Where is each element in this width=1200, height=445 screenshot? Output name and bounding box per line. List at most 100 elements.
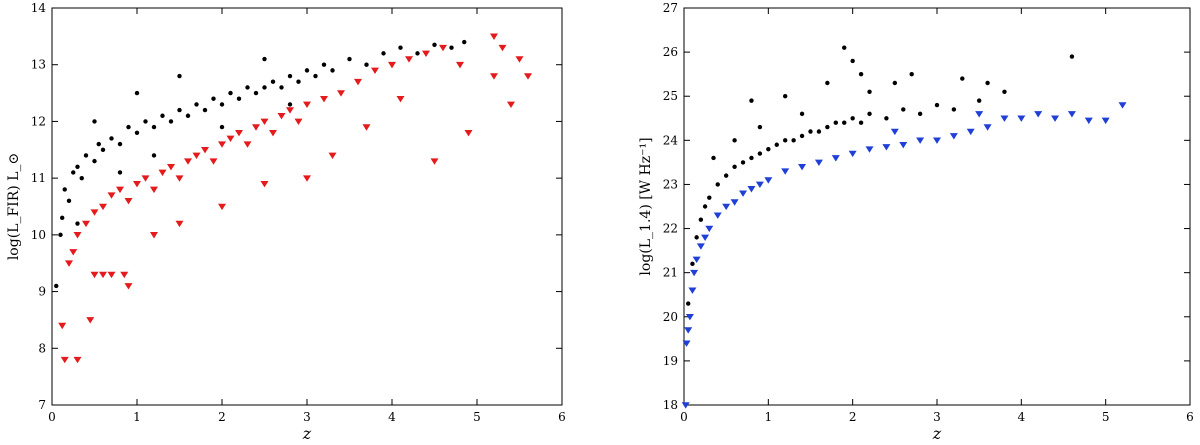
data-point bbox=[287, 102, 293, 107]
data-point bbox=[951, 107, 957, 112]
data-point-triangle bbox=[99, 203, 107, 211]
data-point-triangle bbox=[107, 271, 116, 279]
data-point bbox=[976, 98, 982, 103]
x-tick-label: 0 bbox=[48, 410, 56, 424]
data-point-triangle bbox=[396, 95, 405, 103]
data-point bbox=[850, 58, 855, 64]
data-point-triangle bbox=[99, 271, 107, 279]
data-point bbox=[287, 73, 293, 79]
data-point-triangle bbox=[226, 135, 235, 143]
y-tick-label: 12 bbox=[31, 114, 46, 128]
data-point-triangle bbox=[90, 271, 99, 279]
x-tick-label: 3 bbox=[933, 410, 941, 424]
data-point bbox=[71, 170, 76, 175]
data-point-triangle bbox=[524, 73, 532, 80]
data-point-triangle bbox=[133, 181, 141, 188]
data-point bbox=[799, 111, 805, 117]
y-axis-label: log(L_1.4) [W Hz⁻¹] bbox=[638, 137, 654, 275]
x-axis-label: z bbox=[932, 424, 942, 443]
data-point-triangle bbox=[498, 44, 507, 52]
data-point-triangle bbox=[747, 186, 756, 193]
data-point bbox=[833, 120, 838, 125]
y-tick-label: 24 bbox=[663, 133, 679, 147]
data-point-triangle bbox=[692, 256, 701, 264]
x-axis-label: z bbox=[302, 424, 312, 443]
data-point bbox=[723, 173, 729, 178]
data-point bbox=[715, 182, 720, 187]
data-point bbox=[867, 89, 872, 95]
data-point-triangle bbox=[684, 327, 693, 334]
data-point-triangle bbox=[184, 158, 192, 165]
data-point-triangle bbox=[371, 67, 379, 74]
data-point-triangle bbox=[209, 158, 218, 165]
data-point bbox=[462, 39, 467, 45]
data-point-triangle bbox=[201, 146, 209, 154]
data-point bbox=[749, 98, 754, 103]
data-point bbox=[791, 138, 796, 143]
x-tick-label: 5 bbox=[473, 410, 481, 424]
data-point-triangle bbox=[252, 124, 260, 131]
data-point bbox=[799, 133, 805, 139]
data-point bbox=[83, 153, 89, 158]
y-tick-label: 23 bbox=[663, 177, 678, 191]
data-point-triangle bbox=[1067, 111, 1076, 118]
data-point-triangle bbox=[890, 128, 899, 136]
data-point bbox=[304, 68, 310, 73]
y-tick-label: 11 bbox=[31, 171, 46, 185]
data-point-triangle bbox=[798, 164, 807, 171]
data-point-triangle bbox=[303, 175, 311, 182]
data-point-triangle bbox=[701, 234, 710, 241]
data-point bbox=[858, 71, 864, 77]
x-tick-label: 3 bbox=[303, 410, 311, 424]
data-point bbox=[202, 107, 208, 113]
data-point bbox=[177, 73, 182, 79]
x-tick-label: 4 bbox=[388, 410, 396, 424]
data-point bbox=[236, 96, 242, 101]
data-point bbox=[892, 80, 898, 86]
data-point bbox=[321, 62, 327, 67]
data-point bbox=[757, 151, 763, 156]
data-point bbox=[75, 164, 80, 169]
data-point-triangle bbox=[865, 146, 874, 153]
data-point-triangle bbox=[507, 101, 515, 109]
data-point-triangle bbox=[269, 129, 277, 137]
data-point bbox=[117, 141, 123, 147]
data-point bbox=[60, 215, 65, 221]
data-point bbox=[909, 71, 914, 77]
data-point bbox=[783, 138, 788, 143]
data-point bbox=[79, 175, 84, 181]
data-point-triangle bbox=[515, 56, 524, 63]
x-tick-label: 2 bbox=[849, 410, 857, 424]
data-point bbox=[398, 45, 403, 50]
x-tick-label: 5 bbox=[1102, 410, 1110, 424]
data-point bbox=[934, 102, 940, 108]
data-point-triangle bbox=[405, 56, 413, 63]
data-point-triangle bbox=[192, 152, 201, 160]
data-point bbox=[432, 42, 437, 48]
data-point-triangle bbox=[705, 225, 714, 233]
data-point-triangle bbox=[243, 141, 252, 148]
y-tick-label: 22 bbox=[663, 222, 678, 236]
data-point bbox=[711, 155, 716, 161]
data-point bbox=[134, 90, 140, 96]
data-point bbox=[740, 160, 746, 165]
y-tick-label: 20 bbox=[663, 310, 678, 324]
data-point-triangle bbox=[490, 73, 498, 80]
data-point-triangle bbox=[218, 141, 226, 148]
data-point-triangle bbox=[899, 141, 908, 149]
data-point bbox=[75, 221, 80, 226]
data-point-triangle bbox=[388, 61, 396, 69]
data-point-triangle bbox=[90, 209, 99, 216]
data-point bbox=[985, 80, 990, 86]
data-point-triangle bbox=[1101, 117, 1110, 125]
data-point bbox=[1069, 54, 1075, 59]
data-point-triangle bbox=[933, 137, 941, 144]
data-point bbox=[96, 141, 101, 147]
data-point-triangle bbox=[328, 152, 337, 160]
data-point bbox=[415, 51, 420, 56]
plot-frame bbox=[51, 7, 563, 406]
data-point bbox=[732, 138, 737, 143]
data-point bbox=[381, 51, 386, 56]
data-point-triangle bbox=[82, 220, 90, 228]
